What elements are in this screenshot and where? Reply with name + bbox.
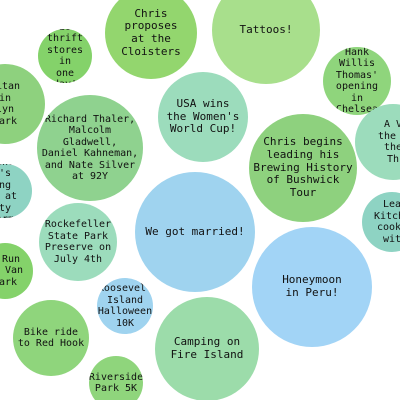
bubble-riverside[interactable]: Riverside Park 5K: [89, 356, 143, 400]
bubble-label: and 's ng l at ty arm: [0, 164, 18, 218]
bubble-usa-wins[interactable]: USA wins the Women's World Cup!: [158, 72, 248, 162]
bubble-label: Riverside Park 5K: [89, 371, 143, 395]
bubble-camping[interactable]: Camping on Fire Island: [155, 297, 259, 400]
bubble-kitchen-cooking[interactable]: Lea Kitche cooki wit: [362, 192, 400, 252]
bubble-tattoos[interactable]: Tattoos!: [212, 0, 320, 84]
bubble-label: A V the E the Th: [377, 119, 400, 165]
bubble-farm[interactable]: and 's ng l at ty arm: [0, 164, 32, 218]
bubble-thrift-stores[interactable]: 26 thrift stores in one day!: [38, 29, 92, 83]
bubble-label: Tattoos!: [239, 22, 293, 36]
bubble-bike-ride[interactable]: Bike ride to Red Hook: [13, 300, 89, 376]
bubble-label: Lea Kitche cooki wit: [373, 199, 400, 245]
bubble-fun-run[interactable]: l Run in Van Park: [0, 243, 33, 299]
bubble-label: USA wins the Women's World Cup!: [166, 97, 240, 136]
bubble-label: l Run in Van Park: [0, 253, 24, 288]
bubble-we-got-married[interactable]: We got married!: [135, 172, 255, 292]
bubble-label: Hank Willis Thomas' opening in Chelsea: [335, 47, 379, 115]
bubble-label: Honeymoon in Peru!: [282, 273, 342, 299]
bubble-chris-brewing[interactable]: Chris begins leading his Brewing History…: [249, 114, 357, 222]
bubble-label: litan in lyn Park: [0, 81, 21, 127]
bubble-chris-proposes[interactable]: Chris proposes at the Cloisters: [105, 0, 197, 79]
bubble-label: Camping on Fire Island: [170, 335, 244, 361]
bubble-label: Roosevelt Island Halloween 10K: [97, 283, 153, 329]
bubble-label: We got married!: [145, 224, 245, 238]
bubble-label: Chris proposes at the Cloisters: [121, 6, 181, 58]
bubble-label: Chris begins leading his Brewing History…: [253, 135, 353, 199]
bubble-label: 26 thrift stores in one day!: [46, 29, 84, 83]
bubble-label: Bike ride to Red Hook: [17, 326, 85, 350]
bubble-honeymoon[interactable]: Honeymoon in Peru!: [252, 227, 372, 347]
bubble-a-visit[interactable]: A V the E the Th: [355, 104, 400, 180]
bubble-rockefeller[interactable]: Rockefeller State Park Preserve on July …: [39, 203, 117, 281]
bubble-label: Rockefeller State Park Preserve on July …: [44, 219, 112, 265]
bubble-hank-willis[interactable]: Hank Willis Thomas' opening in Chelsea: [323, 47, 391, 115]
bubble-label: Richard Thaler, Malcolm Gladwell, Daniel…: [41, 113, 139, 183]
bubble-richard-thaler[interactable]: Richard Thaler, Malcolm Gladwell, Daniel…: [37, 95, 143, 201]
bubble-roosevelt[interactable]: Roosevelt Island Halloween 10K: [97, 278, 153, 334]
